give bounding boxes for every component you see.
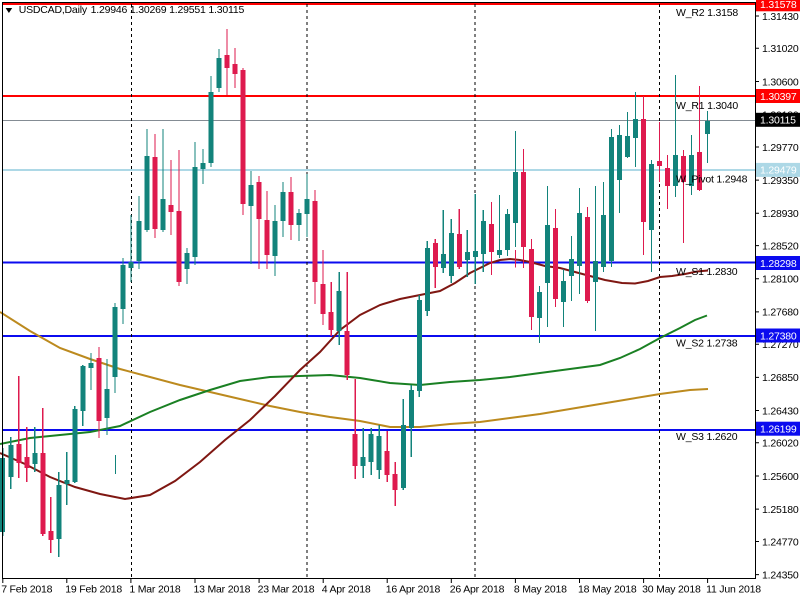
svg-text:1.29350: 1.29350 bbox=[762, 175, 799, 187]
svg-text:13 Mar 2018: 13 Mar 2018 bbox=[194, 584, 251, 596]
svg-text:1.26020: 1.26020 bbox=[762, 438, 799, 450]
svg-text:1.30600: 1.30600 bbox=[762, 76, 799, 88]
svg-text:W_R2 1.3158: W_R2 1.3158 bbox=[676, 7, 738, 19]
svg-text:W_S2 1.2738: W_S2 1.2738 bbox=[676, 337, 738, 349]
svg-text:1.25180: 1.25180 bbox=[762, 504, 799, 516]
svg-text:W_S3 1.2620: W_S3 1.2620 bbox=[676, 431, 738, 443]
svg-text:1.27380: 1.27380 bbox=[760, 330, 797, 342]
svg-text:19 Feb 2018: 19 Feb 2018 bbox=[65, 584, 122, 596]
svg-text:4 Apr 2018: 4 Apr 2018 bbox=[322, 584, 371, 596]
svg-text:1.28298: 1.28298 bbox=[760, 258, 797, 270]
svg-text:8 May 2018: 8 May 2018 bbox=[514, 584, 567, 596]
svg-text:1.28930: 1.28930 bbox=[762, 208, 799, 220]
svg-text:W_R1 1.3040: W_R1 1.3040 bbox=[676, 100, 738, 112]
svg-text:USDCAD,Daily: USDCAD,Daily bbox=[19, 4, 88, 16]
svg-text:1.31578: 1.31578 bbox=[760, 0, 797, 11]
svg-text:1 Mar 2018: 1 Mar 2018 bbox=[129, 584, 180, 596]
svg-text:W_S1 1.2830: W_S1 1.2830 bbox=[676, 266, 738, 278]
svg-text:1.30115: 1.30115 bbox=[760, 115, 796, 127]
svg-text:1.26199: 1.26199 bbox=[760, 424, 797, 436]
svg-text:1.26430: 1.26430 bbox=[762, 405, 799, 417]
svg-text:1.27680: 1.27680 bbox=[762, 307, 799, 319]
svg-text:1.28100: 1.28100 bbox=[762, 274, 799, 286]
svg-text:26 Apr 2018: 26 Apr 2018 bbox=[450, 584, 505, 596]
svg-text:23 Mar 2018: 23 Mar 2018 bbox=[258, 584, 315, 596]
svg-text:1.26850: 1.26850 bbox=[762, 372, 799, 384]
svg-text:1.24770: 1.24770 bbox=[762, 536, 799, 548]
svg-text:7 Feb 2018: 7 Feb 2018 bbox=[1, 584, 52, 596]
svg-text:1.30397: 1.30397 bbox=[760, 91, 797, 103]
svg-text:30 May 2018: 30 May 2018 bbox=[642, 584, 701, 596]
svg-text:1.29770: 1.29770 bbox=[762, 142, 799, 154]
svg-text:1.29946 1.30269 1.29551 1.3011: 1.29946 1.30269 1.29551 1.30115 bbox=[91, 4, 245, 16]
svg-text:W_Pivot 1.2948: W_Pivot 1.2948 bbox=[676, 173, 748, 185]
svg-text:18 May 2018: 18 May 2018 bbox=[578, 584, 637, 596]
svg-text:1.31020: 1.31020 bbox=[762, 43, 799, 55]
svg-text:16 Apr 2018: 16 Apr 2018 bbox=[386, 584, 441, 596]
svg-text:11 Jun 2018: 11 Jun 2018 bbox=[706, 584, 761, 596]
svg-text:1.28520: 1.28520 bbox=[762, 240, 799, 252]
svg-text:1.31430: 1.31430 bbox=[762, 11, 799, 23]
svg-text:1.29479: 1.29479 bbox=[760, 165, 797, 177]
svg-text:1.25600: 1.25600 bbox=[762, 471, 799, 483]
svg-text:1.24350: 1.24350 bbox=[762, 569, 799, 581]
